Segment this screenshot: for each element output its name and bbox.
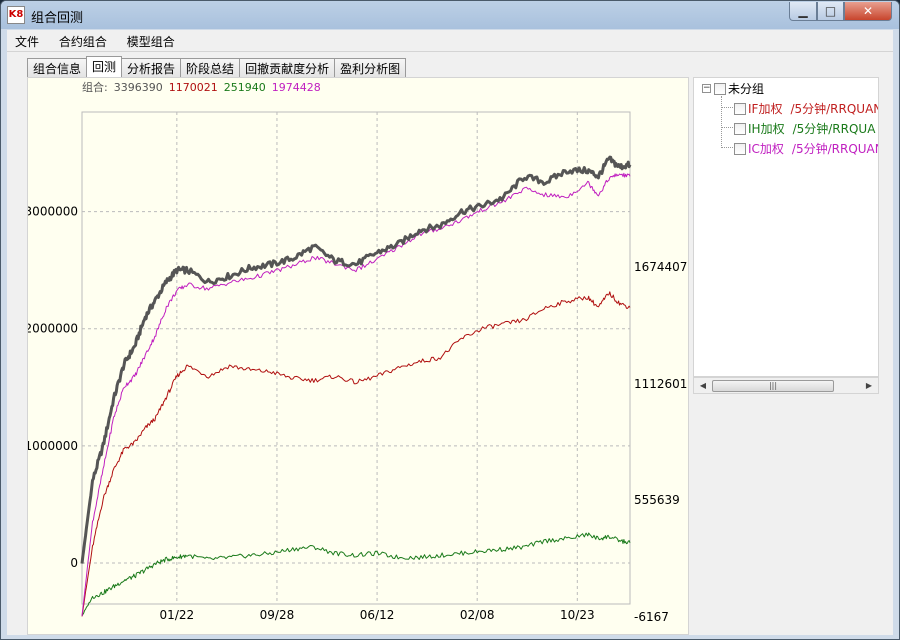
strategy-tree: − 未分组 IF加权/5分钟/RRQUAN IH加权/5分钟/RRQUA IC加… [693,77,879,377]
tree-item-detail: /5分钟/RRQUAN [791,142,879,156]
tab-strip: 组合信息 回测 分析报告 阶段总结 回撤贡献度分析 盈利分析图 [27,56,407,78]
equity-chart[interactable]: 3000000 2000000 1000000 0 1674407 1112601 5556… [28,78,688,634]
tree-item-ic[interactable]: IC加权/5分钟/RRQUAN [734,140,879,158]
y-right-tick-label: 1674407 [634,260,687,274]
tab-backtest[interactable]: 回测 [86,56,123,77]
scroll-left-icon[interactable]: ◀ [699,381,707,390]
backtest-chart-panel: 组合: 3396390 1170021 251940 1974428 3000000 20… [27,77,689,635]
maximize-button[interactable]: □ [817,2,844,21]
tree-horizontal-scrollbar[interactable]: ◀ ||| ▶ [693,377,879,394]
x-tick-label: 10/23 [560,608,595,622]
tree-item-ih[interactable]: IH加权/5分钟/RRQUA [734,120,875,138]
y-left-tick-label: 0 [70,556,78,570]
tree-root-checkbox[interactable] [714,83,726,95]
series-line-组合 [80,155,632,564]
menu-bar: 文件 合约组合 模型组合 [7,30,893,52]
y-right-tick-label: 1112601 [634,377,687,391]
legend-value-if: 1170021 [168,81,218,94]
tree-connector [721,147,733,148]
scroll-right-icon[interactable]: ▶ [865,381,873,390]
tree-item-detail: /5分钟/RRQUA [792,122,876,136]
minimize-icon: ▁ [798,4,808,18]
x-tick-label: 01/22 [160,608,195,622]
tree-item-name: IC加权 [748,142,784,156]
menu-file[interactable]: 文件 [15,35,40,49]
tree-item-checkbox[interactable] [734,103,746,115]
y-left-tick-label: 2000000 [28,322,78,336]
close-icon: ✕ [862,4,874,18]
window-title: 组合回测 [31,11,84,26]
menu-contract-portfolio[interactable]: 合约组合 [58,35,107,49]
tree-item-name: IH加权 [748,122,785,136]
tree-root-label: 未分组 [728,82,765,96]
series-line-IC [81,172,631,617]
y-right-tick-label: -6167 [634,610,669,624]
tree-connector [721,127,733,128]
tree-connector [721,96,722,148]
legend-value-ic: 1974428 [271,81,321,94]
empty-side-panel [693,394,879,635]
tree-item-if[interactable]: IF加权/5分钟/RRQUAN [734,100,879,118]
tree-connector [721,107,733,108]
tree-item-checkbox[interactable] [734,123,746,135]
y-left-tick-label: 3000000 [28,205,78,219]
y-right-tick-label: 555639 [634,493,680,507]
legend-prefix: 组合: [82,81,108,94]
tab-stage-summary[interactable]: 阶段总结 [180,58,241,77]
series-line-IF [81,291,631,617]
x-tick-label: 09/28 [260,608,295,622]
tree-item-name: IF加权 [748,102,783,116]
maximize-icon: □ [824,4,837,18]
tree-expander-icon[interactable]: − [702,83,711,93]
chart-legend: 组合: 3396390 1170021 251940 1974428 [82,79,327,95]
scrollbar-thumb[interactable]: ||| [712,380,834,392]
x-tick-label: 06/12 [360,608,395,622]
tree-item-detail: /5分钟/RRQUAN [790,102,879,116]
tree-item-checkbox[interactable] [734,143,746,155]
app-icon: K8 [7,6,25,24]
title-bar[interactable]: K8 组合回测 ▁ □ ✕ [1,1,899,29]
tab-drawdown-contribution[interactable]: 回撤贡献度分析 [239,58,336,77]
close-button[interactable]: ✕ [844,2,892,21]
minimize-button[interactable]: ▁ [789,2,817,21]
plot-area [81,111,631,605]
series-line-IH [81,532,631,617]
tab-analysis-report[interactable]: 分析报告 [121,58,182,77]
tree-root-row[interactable]: 未分组 [714,80,764,98]
client-area: 组合信息 回测 分析报告 阶段总结 回撤贡献度分析 盈利分析图 组合: 33963… [7,52,893,635]
x-tick-label: 02/08 [460,608,495,622]
tab-portfolio-info[interactable]: 组合信息 [27,58,88,77]
legend-value-portfolio: 3396390 [113,81,163,94]
y-left-tick-label: 1000000 [28,439,78,453]
tab-profit-analysis[interactable]: 盈利分析图 [334,58,407,77]
menu-model-portfolio[interactable]: 模型组合 [126,35,175,49]
legend-value-ih: 251940 [223,81,266,94]
